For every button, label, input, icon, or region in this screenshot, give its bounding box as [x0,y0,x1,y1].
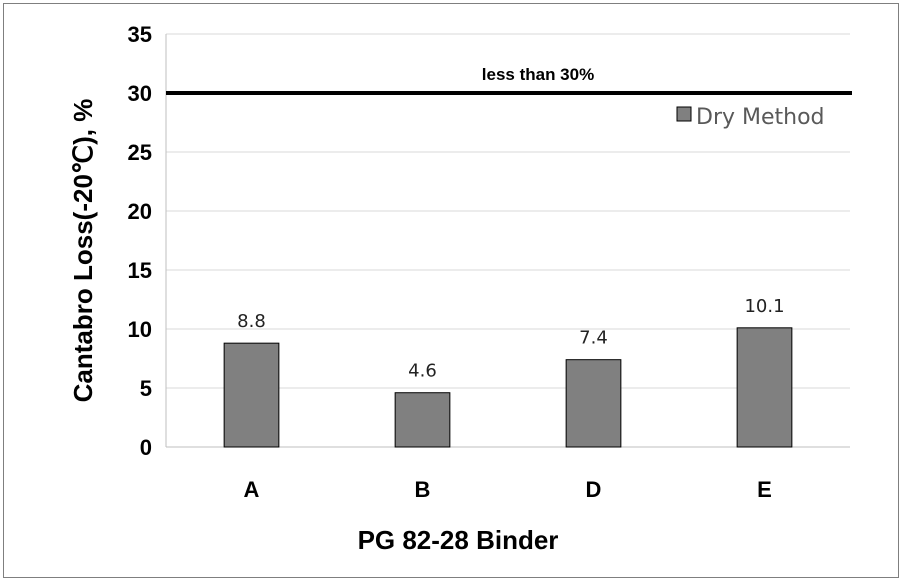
x-axis-title: PG 82-28 Binder [358,525,559,555]
y-tick-label: 5 [140,376,152,401]
bar-B [394,392,451,448]
y-axis: 0 5 10 15 20 25 30 35 [128,22,850,460]
legend-label: Dry Method [696,105,825,130]
x-tick-label-D: D [586,477,602,502]
y-tick-label: 25 [128,140,152,165]
y-axis-title: Cantabro Loss(-20℃), % [68,99,98,403]
y-tick-label: 0 [140,435,152,460]
x-tick-label-E: E [757,477,772,502]
reference-line-label: less than 30% [482,65,594,84]
y-tick-label: 20 [128,199,152,224]
reference-line-group: less than 30% [166,65,852,95]
bar-A [223,342,280,448]
x-tick-label-A: A [244,477,260,502]
x-tick-label-B: B [415,477,431,502]
y-tick-label: 35 [128,22,152,47]
legend: Dry Method [676,105,825,130]
bars [223,327,793,448]
chart-frame: 0 5 10 15 20 25 30 35 8.8 4.6 7.4 10.1 less than 3… [3,3,899,578]
data-label-D: 7.4 [579,328,608,349]
bar-E [736,327,793,448]
bar-D [565,359,622,448]
data-label-E: 10.1 [744,296,784,317]
bar-chart: 0 5 10 15 20 25 30 35 8.8 4.6 7.4 10.1 less than 3… [68,22,852,555]
data-label-B: 4.6 [408,361,437,382]
data-labels: 8.8 4.6 7.4 10.1 [237,296,784,382]
y-tick-label: 15 [128,258,152,283]
data-label-A: 8.8 [237,311,266,332]
y-tick-label: 30 [128,81,152,106]
legend-swatch [676,106,692,122]
y-tick-label: 10 [128,317,152,342]
